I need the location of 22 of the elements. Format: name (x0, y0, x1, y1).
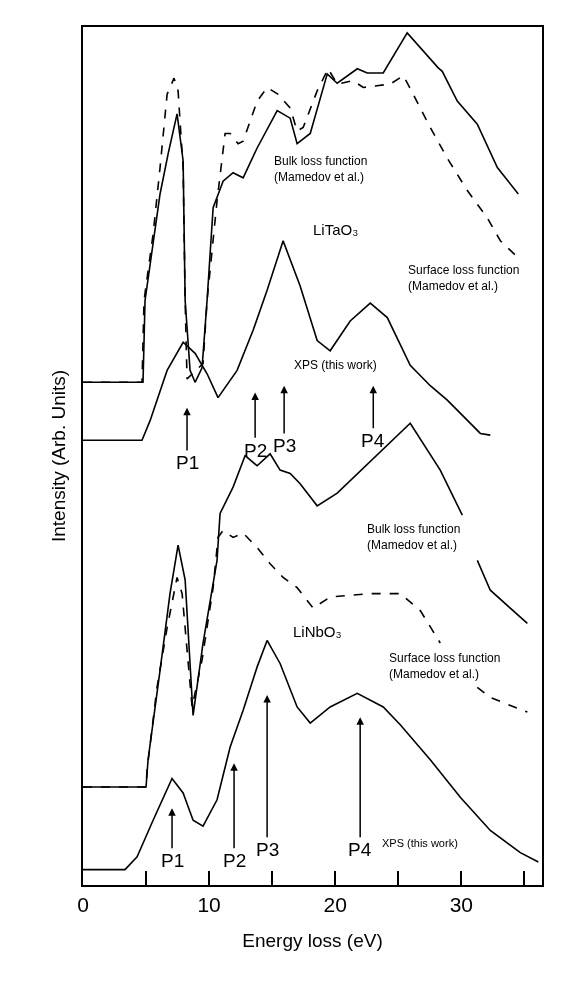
annotation: P3 (256, 839, 280, 860)
x-tick-label: 30 (449, 893, 473, 917)
annotation: LiNbO₃ (293, 623, 342, 640)
x-tick-label: 10 (197, 893, 221, 917)
annotation: P2 (244, 440, 268, 461)
x-tick-label: 20 (323, 893, 347, 917)
annotation: Bulk loss function (Mamedov et al.) (367, 522, 461, 552)
annotation: Bulk loss function (Mamedov et al.) (274, 154, 368, 184)
annotation: XPS (this work) (382, 837, 458, 849)
annotation: P2 (223, 850, 247, 871)
annotation: Surface loss function (Mamedov et al.) (389, 651, 501, 681)
y-axis-title: Intensity (Arb. Units) (48, 369, 70, 543)
annotation: P1 (161, 850, 185, 871)
annotation: XPS (this work) (294, 358, 377, 372)
annotation: P4 (361, 430, 385, 451)
annotation: Surface loss function (Mamedov et al.) (408, 263, 520, 293)
annotation: P1 (176, 452, 200, 473)
x-tick-label: 0 (77, 893, 89, 917)
annotation: LiTaO₃ (313, 221, 359, 238)
annotation: P3 (273, 435, 297, 456)
annotation: P4 (348, 839, 372, 860)
x-axis-title: Energy loss (eV) (242, 929, 383, 951)
